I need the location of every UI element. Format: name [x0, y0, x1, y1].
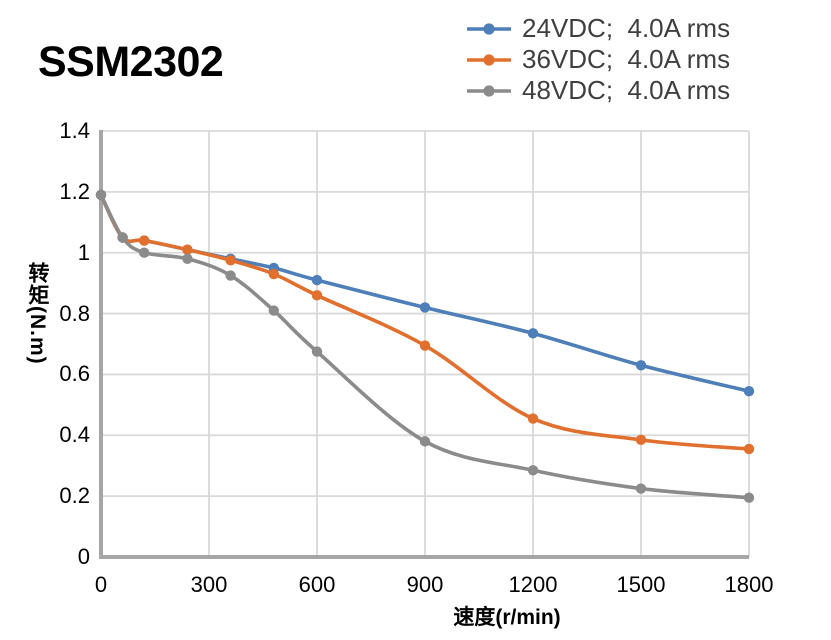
data-point-marker-36vdc	[743, 443, 755, 455]
series-48vdc	[95, 189, 755, 503]
data-point-marker-48vdc	[743, 492, 755, 503]
legend-item-48vdc: 48VDC; 4.0A rms	[466, 75, 730, 106]
data-point-marker-36vdc	[419, 340, 431, 351]
legend-marker-icon	[467, 22, 511, 35]
x-tick-label: 1200	[508, 572, 558, 597]
legend-item-36vdc: 36VDC; 4.0A rms	[466, 44, 730, 75]
y-tick-label: 0.2	[59, 483, 90, 509]
x-tick-label: 1800	[724, 572, 774, 597]
legend-label: 24VDC; 4.0A rms	[522, 13, 731, 43]
chart-title: SSM2302	[38, 38, 224, 86]
data-point-marker-24vdc	[635, 360, 647, 371]
y-tick-label: 0.4	[59, 422, 90, 448]
legend-marker-icon	[467, 84, 511, 97]
data-point-marker-24vdc	[419, 302, 431, 313]
x-tick-label: 0	[94, 572, 108, 597]
y-tick-label: 0.6	[59, 361, 90, 387]
data-point-marker-36vdc	[635, 434, 647, 446]
data-point-marker-24vdc	[311, 274, 323, 286]
data-point-marker-24vdc	[743, 385, 755, 397]
data-point-marker-36vdc	[225, 255, 236, 266]
data-point-marker-48vdc	[139, 247, 150, 258]
data-point-marker-48vdc	[419, 436, 431, 447]
data-point-marker-36vdc	[182, 244, 193, 255]
data-point-marker-36vdc	[311, 290, 323, 301]
data-point-marker-48vdc	[182, 253, 193, 264]
legend-label: 48VDC; 4.0A rms	[522, 75, 731, 105]
data-point-marker-48vdc	[311, 346, 323, 357]
data-point-marker-36vdc	[268, 268, 279, 280]
legend-label: 36VDC; 4.0A rms	[522, 44, 731, 74]
data-point-marker-48vdc	[95, 189, 107, 201]
y-tick-label: 0	[77, 544, 90, 569]
legend-marker-icon	[467, 53, 511, 66]
data-point-marker-24vdc	[527, 328, 539, 339]
data-point-marker-36vdc	[527, 413, 539, 424]
legend: 24VDC; 4.0A rms 36VDC; 4.0A rms 48VDC; 4.0…	[466, 13, 730, 106]
data-point-marker-48vdc	[225, 270, 236, 281]
x-tick-label: 300	[190, 572, 228, 597]
data-point-marker-48vdc	[527, 465, 539, 476]
data-point-marker-48vdc	[117, 232, 128, 243]
x-tick-label: 600	[298, 572, 336, 597]
y-tick-label: 1.2	[59, 178, 90, 204]
data-point-marker-36vdc	[139, 235, 150, 246]
y-tick-label: 1.4	[59, 118, 90, 143]
data-point-marker-48vdc	[635, 483, 647, 494]
y-tick-label: 1	[77, 239, 90, 265]
x-tick-label: 1500	[616, 572, 666, 597]
legend-item-24vdc: 24VDC; 4.0A rms	[466, 13, 730, 44]
x-axis-label: 速度(r/min)	[453, 606, 561, 629]
data-point-marker-48vdc	[268, 305, 279, 316]
x-tick-label: 900	[406, 572, 444, 597]
y-tick-label: 0.8	[59, 300, 90, 326]
y-axis-label: 转矩(N.m)	[26, 262, 49, 365]
